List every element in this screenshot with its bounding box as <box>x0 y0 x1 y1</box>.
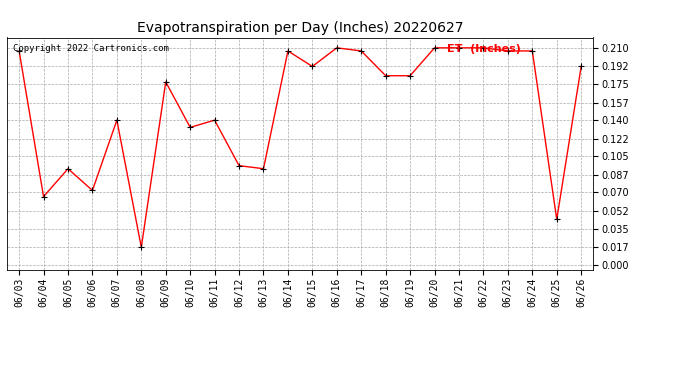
Text: Copyright 2022 Cartronics.com: Copyright 2022 Cartronics.com <box>13 45 168 54</box>
Text: ET  (Inches): ET (Inches) <box>447 45 521 54</box>
Title: Evapotranspiration per Day (Inches) 20220627: Evapotranspiration per Day (Inches) 2022… <box>137 21 464 35</box>
